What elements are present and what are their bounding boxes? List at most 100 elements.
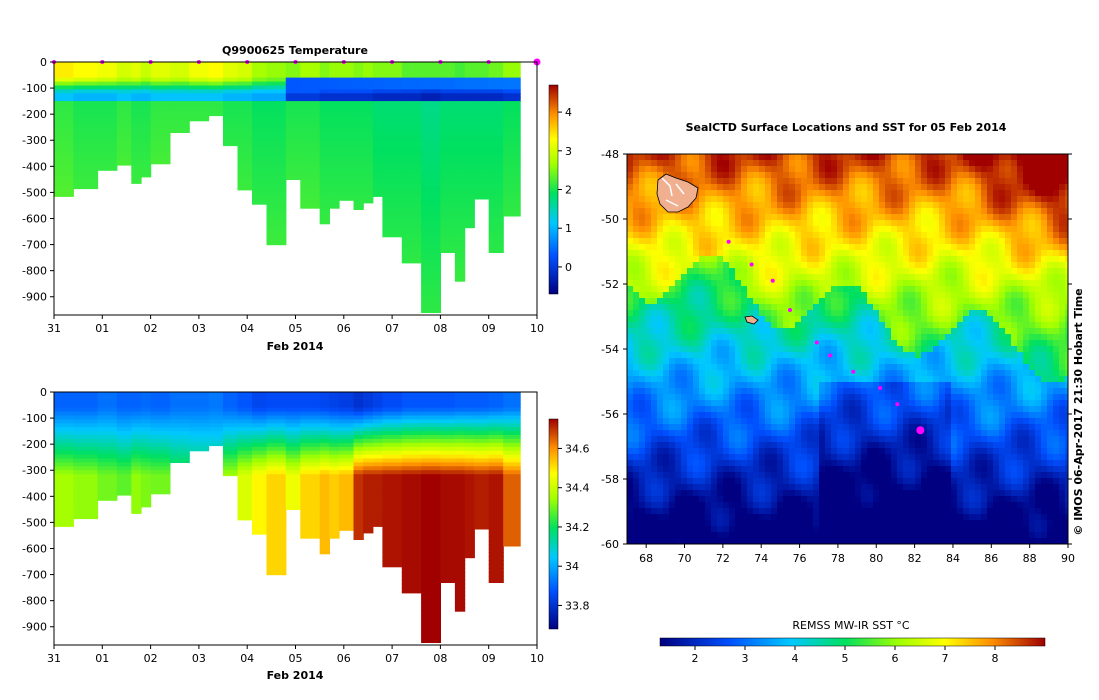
sst-cell [909,298,916,305]
sst-cell [963,310,970,317]
temp-cell [474,108,490,114]
sst-cell [1047,196,1054,203]
salt-cell [150,415,171,420]
sst-cell [897,268,904,275]
salt-cell [454,521,466,526]
sst-cell [1011,328,1018,335]
sst-cell [825,184,832,191]
sst-cell [987,334,994,341]
temp-cell [401,242,422,247]
temp-cell [252,187,268,192]
temp-cell [131,81,142,87]
salt-cell [54,517,74,522]
sst-cell [933,214,940,221]
sst-cell [819,328,826,335]
temp-cell [464,226,475,229]
sst-cell [1017,256,1024,263]
sst-cell [867,298,874,305]
temp-cell [189,93,210,98]
temp-cell [285,124,301,130]
sst-cell [969,334,976,341]
temp-cell [150,144,171,149]
sst-cell [639,226,646,233]
sst-cell [903,202,910,209]
sst-cell [987,352,994,359]
sst-cell [843,244,850,251]
sst-cell [951,286,958,293]
salt-cell [300,478,321,483]
sst-cell [771,256,778,263]
sst-cell [831,286,838,293]
sst-cell [729,172,736,179]
sst-cell [777,322,784,329]
salt-cell [421,489,441,495]
sst-cell [783,304,790,311]
sst-cell [663,256,670,263]
sst-cell [1011,298,1018,305]
temp-cell [421,112,441,118]
salt-cell [440,532,456,538]
salt-cell [454,489,466,495]
temp-cell [73,159,99,165]
sst-cell [681,346,688,353]
sst-cell [645,178,652,185]
temp-cell [474,112,490,118]
sst-cell [831,178,838,185]
salt-cell [54,419,74,424]
salt-cell [421,411,441,417]
sst-cell [705,250,712,257]
sst-cell [705,298,712,305]
temp-cell [421,206,441,212]
salt-cell [189,392,210,397]
temp-cell [266,116,287,122]
sst-cell [627,238,634,245]
temp-cell [339,171,355,176]
salt-cell [189,431,210,436]
sst-cell [1017,190,1024,197]
sst-cell [969,280,976,287]
salt-cell [464,552,475,557]
sst-cell [711,316,718,323]
salt-cell [73,427,99,432]
temp-cell [372,175,384,180]
sst-cell [759,214,766,221]
sst-cell [717,256,724,263]
temp-cell [223,105,239,110]
salt-cell [503,415,521,420]
sst-cell [729,316,736,323]
sst-cell [993,274,1000,281]
salt-cell [300,407,321,413]
temp-cell [54,77,74,83]
sst-cell [867,352,874,359]
temp-cell [503,105,521,110]
temp-cell [454,198,466,204]
sst-cell [675,334,682,341]
sst-cell [891,208,898,215]
sst-cell [969,202,976,209]
sst-cell [627,208,634,215]
salt-cell [150,470,171,475]
salt-cell [488,407,504,413]
temp-cell [401,210,422,216]
temp-cell [382,214,403,220]
temp-cell [353,93,364,98]
salt-cell [169,427,190,432]
sst-cell [981,220,988,227]
temp-cell [401,152,422,157]
salt-cell [285,485,301,491]
sst-cell [1023,196,1030,203]
temp-cell [97,159,118,165]
salt-cell [140,407,152,413]
sst-cell [831,358,838,365]
sst-cell [915,172,922,179]
sst-cell [693,232,700,239]
temp-cell [116,144,132,149]
salt-cell [421,622,441,628]
sst-cell [717,364,724,371]
sst-cell [1041,262,1048,269]
salt-cell [353,407,364,413]
sst-cell [993,262,1000,269]
sst-cell [765,358,772,365]
salt-cell [488,446,504,452]
sst-cell [687,298,694,305]
